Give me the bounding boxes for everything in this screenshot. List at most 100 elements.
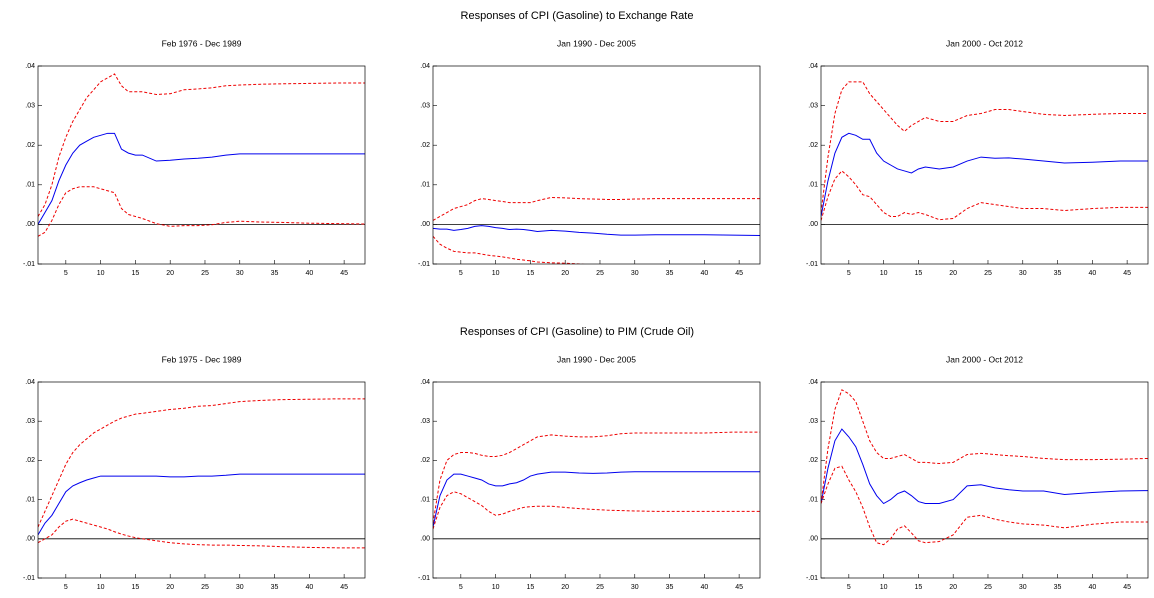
y-tick-label: .04 <box>420 63 430 70</box>
x-tick-label: 25 <box>201 584 209 591</box>
y-tick-label: .01 <box>420 496 430 503</box>
x-tick-label: 40 <box>1088 270 1096 277</box>
x-tick-label: 15 <box>915 584 923 591</box>
response-line <box>433 235 585 264</box>
y-tick-label: .03 <box>808 102 818 109</box>
plot-frame <box>37 65 366 265</box>
response-line <box>433 491 760 530</box>
y-tick-label: .04 <box>808 379 818 386</box>
y-tick-label: .00 <box>420 221 430 228</box>
plot-frame <box>37 381 366 579</box>
y-tick-label: .03 <box>420 102 430 109</box>
x-tick-label: 5 <box>64 270 68 277</box>
x-tick-label: 45 <box>1123 270 1131 277</box>
x-tick-label: 35 <box>271 584 279 591</box>
y-tick-label: .01 <box>25 496 35 503</box>
x-tick-label: 5 <box>459 270 463 277</box>
x-tick-label: 10 <box>97 270 105 277</box>
response-line <box>38 518 365 549</box>
y-tick-label: .02 <box>808 142 818 149</box>
x-tick-label: 5 <box>64 584 68 591</box>
x-tick-label: 45 <box>735 270 743 277</box>
x-tick-label: 40 <box>1088 584 1096 591</box>
panel-title: Jan 2000 - Oct 2012 <box>946 38 1023 48</box>
response-line <box>821 81 1148 213</box>
x-tick-label: 45 <box>1123 584 1131 591</box>
x-tick-label: 5 <box>459 584 463 591</box>
y-tick-label: .00 <box>25 221 35 228</box>
plot-frame <box>820 65 1149 265</box>
response-line <box>821 170 1148 221</box>
x-tick-label: 45 <box>735 584 743 591</box>
x-tick-label: 30 <box>631 584 639 591</box>
y-tick-label: .02 <box>808 457 818 464</box>
response-line <box>38 73 365 217</box>
y-tick-label: .03 <box>420 418 430 425</box>
panel: Feb 1975 - Dec 1989 -.01 .00 .01 .02 .03 .04 5 1… <box>23 354 366 591</box>
plot-frame <box>432 381 761 579</box>
y-tick-label: -.01 <box>23 575 35 582</box>
y-tick-label: .00 <box>25 536 35 543</box>
panel-title: Feb 1975 - Dec 1989 <box>162 354 242 364</box>
x-tick-label: 35 <box>271 270 279 277</box>
x-tick-label: 30 <box>631 270 639 277</box>
x-tick-label: 15 <box>132 584 140 591</box>
y-tick-label: .01 <box>808 182 818 189</box>
y-tick-label: .02 <box>25 142 35 149</box>
x-tick-label: 20 <box>561 584 569 591</box>
y-tick-label: .03 <box>25 418 35 425</box>
response-line <box>433 431 760 524</box>
response-line <box>821 465 1148 546</box>
x-tick-label: 25 <box>596 270 604 277</box>
y-tick-label: .04 <box>420 379 430 386</box>
x-tick-label: 30 <box>1019 584 1027 591</box>
x-tick-label: 40 <box>305 584 313 591</box>
plot-frame <box>432 65 761 265</box>
x-tick-label: 20 <box>949 270 957 277</box>
x-tick-label: 10 <box>492 270 500 277</box>
x-tick-label: 5 <box>847 270 851 277</box>
y-tick-label: -.01 <box>418 575 430 582</box>
x-tick-label: 10 <box>880 270 888 277</box>
y-tick-label: .04 <box>25 63 35 70</box>
x-tick-label: 10 <box>880 584 888 591</box>
x-tick-label: 25 <box>984 270 992 277</box>
x-tick-label: 20 <box>166 270 174 277</box>
x-tick-label: 10 <box>97 584 105 591</box>
response-line <box>433 471 760 528</box>
x-tick-label: 20 <box>949 584 957 591</box>
x-tick-label: 45 <box>340 270 348 277</box>
y-tick-label: .03 <box>25 102 35 109</box>
panel-title: Jan 2000 - Oct 2012 <box>946 354 1023 364</box>
y-tick-label: .02 <box>25 457 35 464</box>
y-tick-label: -.01 <box>806 575 818 582</box>
y-tick-label: .00 <box>808 536 818 543</box>
panel: Jan 2000 - Oct 2012 -.01 .00 .01 .02 .03 .04 5 1… <box>806 354 1149 591</box>
response-line <box>38 473 365 536</box>
section-title: Responses of CPI (Gasoline) to PIM (Crud… <box>460 326 694 338</box>
x-tick-label: 30 <box>236 584 244 591</box>
panel: Jan 2000 - Oct 2012 -.01 .00 .01 .02 .03 .04 5 1… <box>806 38 1149 277</box>
y-tick-label: .02 <box>420 457 430 464</box>
x-tick-label: 35 <box>666 270 674 277</box>
x-tick-label: 30 <box>1019 270 1027 277</box>
x-tick-label: 35 <box>666 584 674 591</box>
y-tick-label: -.01 <box>418 261 430 268</box>
panel: Jan 1990 - Dec 2005 -.01 .00 .01 .02 .03 .04 5 1… <box>418 354 761 591</box>
y-tick-label: .04 <box>808 63 818 70</box>
x-tick-label: 15 <box>527 584 535 591</box>
x-tick-label: 25 <box>201 270 209 277</box>
x-tick-label: 40 <box>700 270 708 277</box>
y-tick-label: -.01 <box>23 261 35 268</box>
x-tick-label: 35 <box>1054 270 1062 277</box>
response-line <box>38 398 365 528</box>
panel-title: Feb 1976 - Dec 1989 <box>162 38 242 48</box>
response-line <box>433 225 760 236</box>
response-line <box>821 389 1148 504</box>
y-tick-label: .01 <box>25 182 35 189</box>
y-tick-label: .01 <box>808 496 818 503</box>
response-line <box>821 132 1148 217</box>
y-tick-label: .00 <box>420 536 430 543</box>
x-tick-label: 15 <box>915 270 923 277</box>
